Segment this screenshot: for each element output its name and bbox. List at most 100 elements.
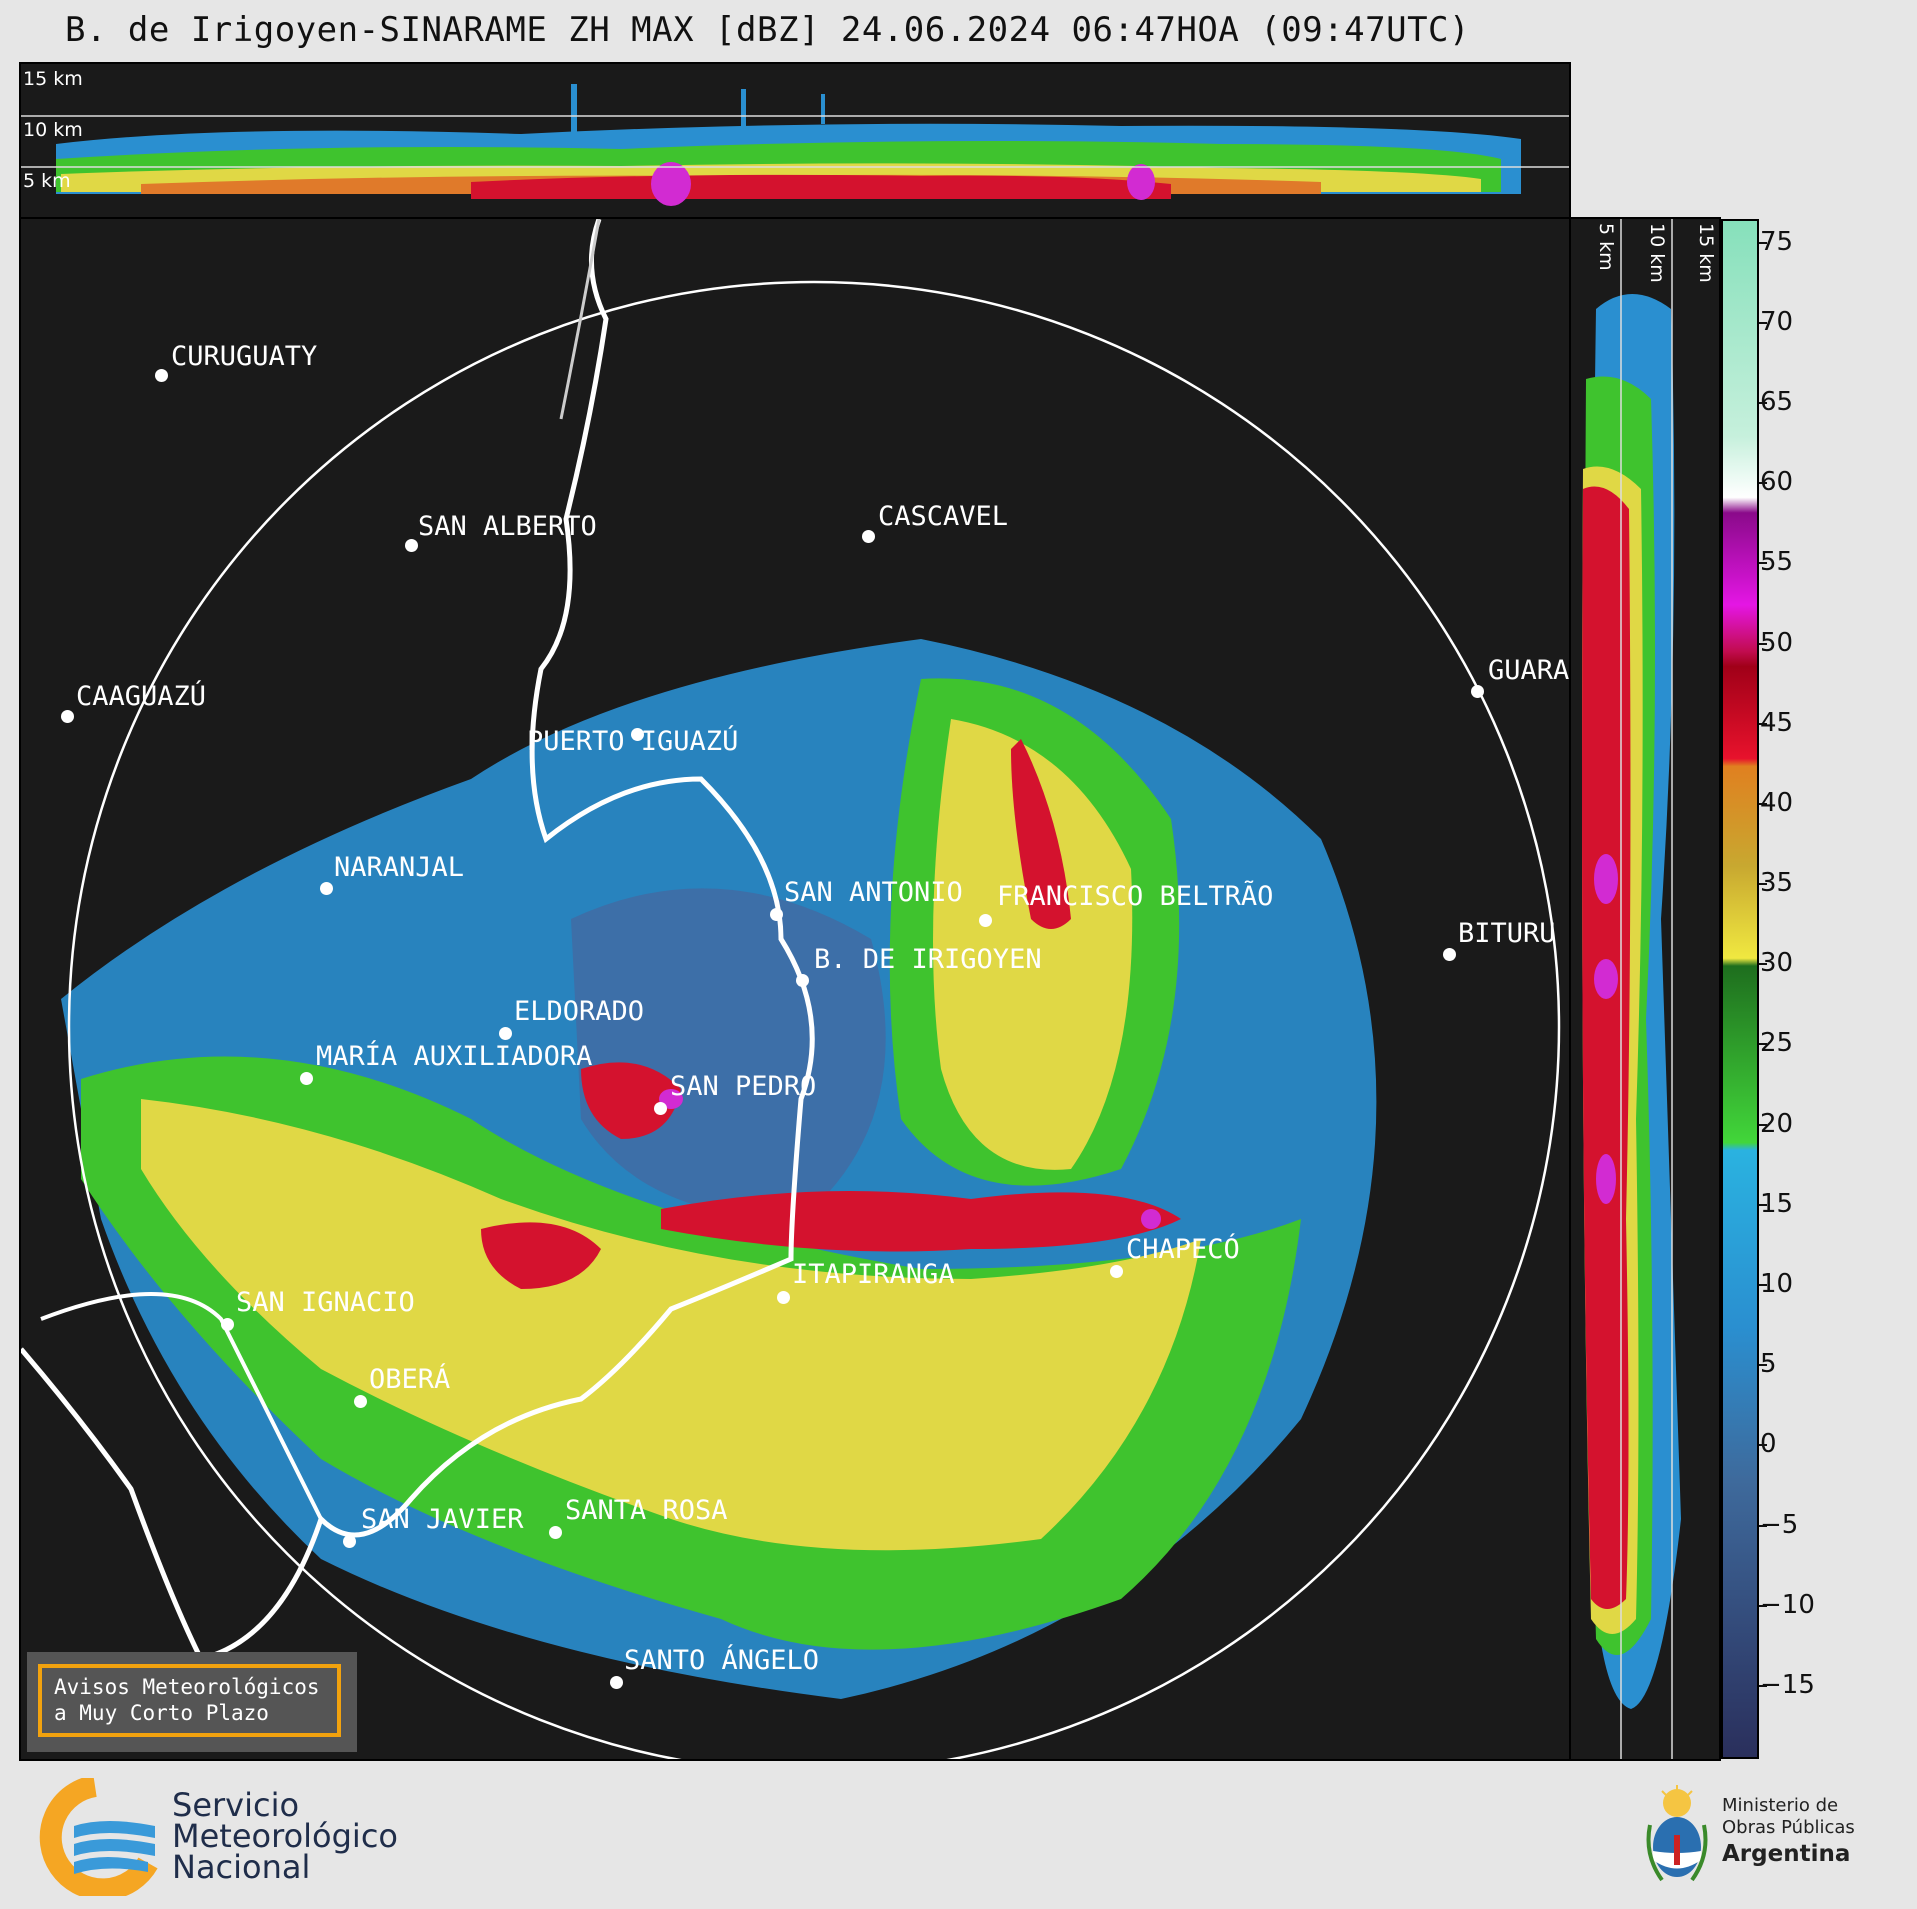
smn-name-line-1: Servicio bbox=[172, 1786, 300, 1824]
colorbar-tick-mark bbox=[1759, 242, 1767, 244]
city-label-chapeco: CHAPECÓ bbox=[1126, 1234, 1240, 1265]
city-label-san-antonio: SAN ANTONIO bbox=[784, 877, 963, 908]
warnings-notice-frame[interactable]: Avisos Meteorológicos a Muy Corto Plazo bbox=[38, 1664, 341, 1737]
city-marker bbox=[405, 539, 418, 552]
colorbar-tick-mark bbox=[1759, 1043, 1767, 1045]
colorbar-gradient bbox=[1723, 221, 1757, 1757]
colorbar-tick-minus-15: −15 bbox=[1760, 1670, 1815, 1700]
city-label-san-ignacio: SAN IGNACIO bbox=[236, 1287, 415, 1318]
city-marker bbox=[1110, 1265, 1123, 1278]
city-marker bbox=[155, 369, 168, 382]
notice-line-1: Avisos Meteorológicos bbox=[54, 1675, 320, 1699]
warnings-notice-box[interactable]: Avisos Meteorológicos a Muy Corto Plazo bbox=[27, 1652, 357, 1752]
city-marker bbox=[549, 1526, 562, 1539]
colorbar-tick-mark bbox=[1759, 1364, 1767, 1366]
city-marker bbox=[1471, 685, 1484, 698]
city-marker bbox=[320, 882, 333, 895]
colorbar-tick-60: 60 bbox=[1760, 467, 1794, 497]
colorbar-tick-35: 35 bbox=[1760, 868, 1794, 898]
colorbar-tick-mark bbox=[1759, 322, 1767, 324]
side-height-label-15km: 15 km bbox=[1695, 223, 1717, 283]
dbz-colorbar bbox=[1721, 219, 1759, 1759]
city-label-santo-angelo: SANTO ÁNGELO bbox=[624, 1645, 820, 1676]
colorbar-tick-mark bbox=[1759, 643, 1767, 645]
city-marker bbox=[1443, 948, 1456, 961]
city-label-itapiranga: ITAPIRANGA bbox=[792, 1259, 955, 1290]
colorbar-tick-mark bbox=[1759, 402, 1767, 404]
colorbar-tick-mark bbox=[1759, 963, 1767, 965]
height-label-5km: 5 km bbox=[23, 170, 71, 192]
notice-line-2: a Muy Corto Plazo bbox=[54, 1701, 269, 1725]
colorbar-tick-20: 20 bbox=[1760, 1109, 1794, 1139]
ministry-line-2: Obras Públicas bbox=[1722, 1817, 1855, 1838]
city-label-eldorado: ELDORADO bbox=[514, 996, 645, 1027]
colorbar-tick-15: 15 bbox=[1760, 1189, 1794, 1219]
city-label-maria-auxiliadora: MARÍA AUXILIADORA bbox=[316, 1041, 593, 1072]
radar-site-marker bbox=[796, 974, 809, 987]
colorbar-tick-mark bbox=[1759, 803, 1767, 805]
colorbar-tick-mark bbox=[1759, 562, 1767, 564]
colorbar-tick-65: 65 bbox=[1760, 387, 1794, 417]
argentina-coat-of-arms-icon bbox=[1642, 1785, 1712, 1885]
city-label-san-pedro: SAN PEDRO bbox=[670, 1071, 817, 1102]
city-label-curuguaty: CURUGUATY bbox=[171, 341, 318, 372]
radar-reflectivity-image bbox=[21, 219, 1569, 1759]
smn-name: Servicio Meteorológico Nacional bbox=[172, 1786, 398, 1883]
city-marker bbox=[300, 1072, 313, 1085]
city-label-san-alberto: SAN ALBERTO bbox=[418, 511, 597, 542]
city-marker bbox=[61, 710, 74, 723]
city-marker bbox=[631, 728, 644, 741]
city-marker bbox=[979, 914, 992, 927]
city-marker bbox=[654, 1102, 667, 1115]
ministry-line-3: Argentina bbox=[1722, 1841, 1851, 1867]
side-height-label-10km: 10 km bbox=[1646, 223, 1668, 283]
colorbar-tick-75: 75 bbox=[1760, 227, 1794, 257]
city-marker bbox=[777, 1291, 790, 1304]
colorbar-tick-mark bbox=[1759, 1605, 1767, 1607]
city-label-cascavel: CASCAVEL bbox=[878, 501, 1009, 532]
top-cross-section-image bbox=[21, 64, 1569, 217]
colorbar-tick-30: 30 bbox=[1760, 948, 1794, 978]
colorbar-tick-mark bbox=[1759, 723, 1767, 725]
ministry-line-1: Ministerio de bbox=[1722, 1795, 1839, 1816]
height-label-10km: 10 km bbox=[23, 119, 83, 141]
colorbar-tick-mark bbox=[1759, 1284, 1767, 1286]
colorbar-tick-40: 40 bbox=[1760, 788, 1794, 818]
city-label-b-de-irigoyen: B. DE IRIGOYEN bbox=[814, 944, 1042, 975]
colorbar-tick-70: 70 bbox=[1760, 307, 1794, 337]
city-marker bbox=[499, 1027, 512, 1040]
colorbar-tick-mark bbox=[1759, 482, 1767, 484]
colorbar-tick-50: 50 bbox=[1760, 628, 1794, 658]
city-label-bituru: BITURU bbox=[1458, 918, 1556, 949]
colorbar-tick-55: 55 bbox=[1760, 547, 1794, 577]
city-marker bbox=[862, 530, 875, 543]
city-marker bbox=[770, 908, 783, 921]
colorbar-tick-mark bbox=[1759, 1124, 1767, 1126]
height-label-15km: 15 km bbox=[23, 68, 83, 90]
city-label-guara: GUARA bbox=[1488, 655, 1570, 686]
top-cross-section-panel: 15 km 10 km 5 km bbox=[19, 62, 1571, 219]
city-label-san-javier: SAN JAVIER bbox=[361, 1504, 524, 1535]
colorbar-tick-minus-5: −5 bbox=[1760, 1510, 1799, 1540]
colorbar-tick-5: 5 bbox=[1760, 1349, 1777, 1379]
smn-logo-icon bbox=[30, 1778, 165, 1896]
city-label-obera: OBERÁ bbox=[369, 1364, 451, 1395]
city-marker bbox=[354, 1395, 367, 1408]
city-label-francisco-beltrao: FRANCISCO BELTRÃO bbox=[997, 881, 1274, 912]
side-cross-section-panel: 5 km 10 km 15 km bbox=[1569, 217, 1721, 1761]
colorbar-tick-45: 45 bbox=[1760, 708, 1794, 738]
colorbar-tick-mark bbox=[1759, 1444, 1767, 1446]
colorbar-tick-mark bbox=[1759, 1525, 1767, 1527]
radar-map-panel: CURUGUATY SAN ALBERTO CASCAVEL CAAGUAZÚ … bbox=[19, 217, 1571, 1761]
city-marker bbox=[221, 1318, 234, 1331]
colorbar-tick-mark bbox=[1759, 1685, 1767, 1687]
city-label-santa-rosa: SANTA ROSA bbox=[565, 1495, 728, 1526]
city-label-naranjal: NARANJAL bbox=[334, 852, 465, 883]
side-height-label-5km: 5 km bbox=[1595, 223, 1617, 271]
colorbar-tick-10: 10 bbox=[1760, 1269, 1794, 1299]
page-title: B. de Irigoyen-SINARAME ZH MAX [dBZ] 24.… bbox=[65, 10, 1470, 50]
colorbar-tick-0: 0 bbox=[1760, 1429, 1777, 1459]
city-marker bbox=[610, 1676, 623, 1689]
colorbar-tick-mark bbox=[1759, 1204, 1767, 1206]
city-label-puerto-iguazu: PUERTO IGUAZÚ bbox=[527, 726, 739, 757]
